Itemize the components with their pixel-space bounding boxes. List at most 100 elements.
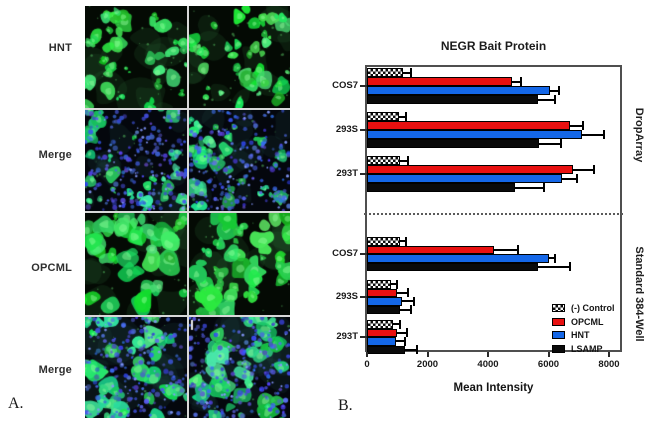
error-bar-cap (409, 68, 412, 77)
bar-293s-lsamp (367, 139, 540, 148)
error-bar-cap (405, 236, 408, 246)
category-label-293t: 293T (336, 168, 358, 179)
bar-293t-control (367, 156, 401, 165)
legend-label: OPCML (571, 316, 604, 327)
bar-293t-opcml (367, 165, 573, 174)
bar-293t-lsamp (367, 345, 405, 354)
bar-cos7-lsamp (367, 95, 538, 104)
y-axis-tick (360, 336, 367, 338)
error-bar-line (569, 124, 584, 127)
micrograph-hnt-col2 (188, 6, 290, 108)
error-bar-line (515, 186, 544, 189)
category-label-cos7: COS7 (332, 80, 358, 91)
error-bar-line (391, 283, 398, 286)
error-bar-cap (399, 319, 402, 329)
bar-cos7-control (367, 237, 401, 246)
x-axis-tick (487, 352, 489, 357)
chart-title: NEGR Bait Protein (440, 39, 547, 53)
y-axis-tick (360, 85, 367, 87)
error-bar-cap (406, 288, 409, 298)
bar-293t-hnt (367, 174, 563, 183)
x-axis-tick (608, 352, 610, 357)
bar-293t-lsamp (367, 183, 516, 192)
bar-cos7-lsamp (367, 262, 538, 271)
error-bar-line (400, 240, 407, 243)
x-axis-tick (366, 352, 368, 357)
x-tick-label: 2000 (416, 359, 439, 370)
error-bar-line (395, 340, 405, 343)
error-bar-line (539, 142, 561, 145)
error-bar-cap (412, 296, 415, 306)
category-label-293t: 293T (336, 331, 358, 342)
panel-a-row-label-hnt: HNT (48, 42, 72, 54)
legend-swatch-control (552, 304, 565, 312)
x-axis-label: Mean Intensity (453, 382, 534, 394)
error-bar-cap (542, 183, 545, 192)
error-bar-line (537, 265, 570, 268)
chart-plot-area: (-) Control OPCML HNT LSAMP COS7 293S 293T COS… (332, 65, 623, 370)
error-bar-line (398, 115, 407, 118)
bar-cos7-control (367, 68, 404, 77)
section-label-droparray: DropArray (633, 107, 645, 163)
legend-item: LSAMP (552, 344, 614, 354)
error-bar-line (550, 89, 560, 92)
bar-cos7-hnt (367, 86, 550, 95)
legend-item: OPCML (552, 317, 614, 327)
legend-label: LSAMP (571, 343, 603, 354)
error-bar-line (404, 348, 417, 351)
y-axis-tick (360, 296, 367, 298)
error-bar-cap (592, 165, 595, 174)
y-axis-tick (360, 253, 367, 255)
bar-293s-control (367, 280, 392, 289)
error-bar-cap (405, 112, 408, 121)
error-bar-line (392, 323, 401, 326)
micrograph-opcml-col1 (85, 213, 187, 315)
micrograph-merge-col2 (188, 109, 290, 211)
error-bar-cap (406, 156, 409, 165)
error-bar-cap (576, 174, 579, 183)
legend-item: (-) Control (552, 303, 614, 313)
error-bar-cap (559, 139, 562, 148)
x-tick-label: 8000 (598, 359, 620, 370)
error-bar-cap (403, 336, 406, 346)
panel-a-row-label-merge1: Merge (38, 149, 72, 161)
micrograph-merge-col1 (85, 316, 187, 418)
error-bar-cap (603, 130, 606, 139)
error-bar-line (494, 248, 519, 251)
legend-item: HNT (552, 330, 614, 340)
error-bar-cap (582, 121, 585, 130)
error-bar-line (537, 98, 555, 101)
bar-cos7-hnt (367, 254, 549, 263)
error-bar-line (401, 300, 414, 303)
section-divider-line (364, 213, 623, 215)
category-label-293s: 293S (335, 124, 358, 135)
error-bar-cap (553, 95, 556, 104)
x-tick-label: 4000 (477, 359, 499, 370)
legend-label: (-) Control (571, 303, 615, 313)
error-bar-line (548, 257, 555, 260)
category-label-cos7: COS7 (332, 248, 358, 259)
error-bar-cap (396, 279, 399, 289)
error-bar-line (572, 168, 594, 171)
x-axis-tick (426, 352, 429, 357)
micrograph-merge-col2 (188, 316, 290, 418)
y-axis-tick (360, 129, 367, 131)
error-bar-line (397, 331, 407, 334)
x-tick-label: 6000 (537, 359, 560, 370)
micrograph-hnt-col1 (85, 6, 187, 108)
legend-swatch-hnt (552, 331, 565, 339)
panel-a-row-label-merge2: Merge (38, 364, 72, 376)
panel-a-row-label-opcml: OPCML (31, 262, 72, 274)
legend-swatch-opcml (552, 317, 565, 326)
error-bar-line (581, 133, 605, 136)
error-bar-cap (405, 328, 408, 338)
micrograph-opcml-col2 (188, 213, 290, 315)
micrograph-merge-col1 (85, 109, 187, 211)
bar-cos7-opcml (367, 245, 495, 254)
error-bar-line (403, 71, 411, 74)
bar-293s-opcml (367, 121, 570, 130)
bar-293s-hnt (367, 130, 582, 139)
bar-293s-opcml (367, 288, 398, 297)
error-bar-line (400, 159, 408, 162)
error-bar-line (400, 308, 411, 311)
